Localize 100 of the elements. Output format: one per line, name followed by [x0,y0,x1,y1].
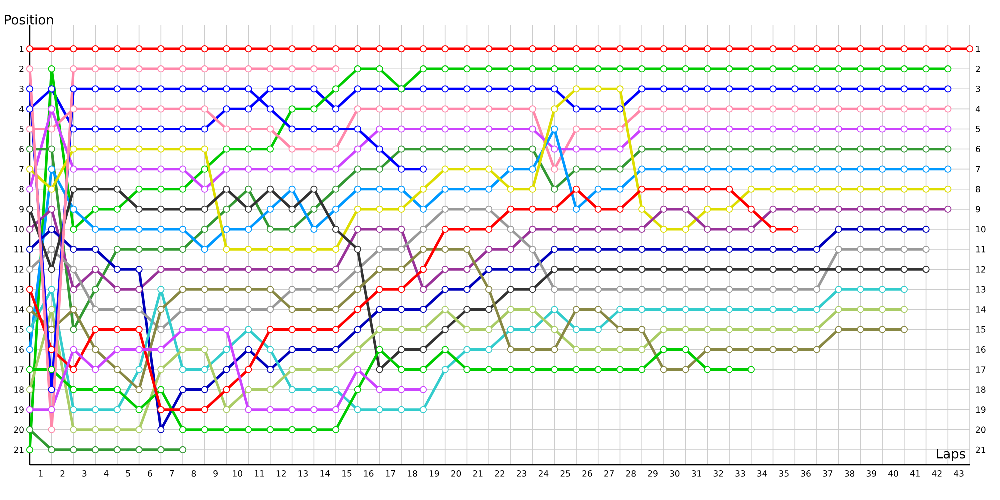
point [288,226,296,234]
point [26,166,34,173]
point [179,386,187,394]
point [354,366,362,374]
point [92,266,100,274]
point [92,66,100,73]
point [704,146,712,153]
y2-tick-label: 10 [976,226,986,233]
point [114,166,121,173]
point [332,326,340,334]
y-tick-label: 16 [14,346,24,353]
point [420,206,428,213]
point [900,186,908,193]
point [879,146,886,153]
point [398,246,406,254]
point [792,266,799,274]
point [792,206,799,213]
point [835,86,842,93]
point [332,146,340,153]
x-tick-label: 36 [801,470,811,477]
point [376,166,384,173]
point [223,106,230,113]
point [879,286,886,294]
y2-tick-label: 7 [976,166,980,172]
point [594,346,602,354]
point [26,86,34,93]
point [245,306,252,314]
point [332,406,340,414]
point [792,126,799,133]
y2-tick-label: 4 [976,106,980,112]
point [376,66,384,73]
point [704,226,712,234]
point [813,106,821,113]
point [486,106,493,113]
point [857,306,864,314]
point [879,86,886,93]
point [92,326,100,334]
point [136,146,143,153]
y2-tick-label: 1 [976,46,980,52]
point [201,246,208,254]
point [48,366,56,374]
point [682,186,690,193]
y-tick-label: 8 [20,186,24,193]
point [616,126,624,133]
point [529,86,536,93]
point [638,126,646,133]
point [464,226,471,234]
point [332,386,340,394]
point [813,186,821,193]
point [114,286,121,294]
point [616,166,624,173]
x-tick-label: 19 [430,470,440,477]
point [288,186,296,193]
point [266,126,274,133]
point [813,306,821,314]
point [245,406,252,414]
point [288,46,296,53]
point [813,246,821,254]
point [507,286,514,294]
point [748,246,755,254]
point [900,226,908,234]
y-tick-label: 7 [20,166,24,172]
point [179,306,187,314]
point [266,226,274,234]
point [310,106,318,113]
point [398,146,406,153]
point [442,106,449,113]
point [223,226,230,234]
y2-tick-label: 17 [976,366,986,373]
point [332,66,340,73]
point [310,186,318,193]
x-tick-label: 25 [560,470,570,477]
point [529,206,536,213]
point [616,46,624,53]
point [201,406,208,414]
point [638,166,646,173]
point [551,346,558,354]
point [114,266,121,274]
point [682,306,690,314]
point [726,246,734,254]
y-tick-label: 2 [20,66,24,72]
point [266,106,274,113]
point [376,186,384,193]
point [879,326,886,334]
point [922,266,930,274]
point [792,86,799,93]
point [114,46,121,53]
point [442,326,449,334]
point [70,346,78,354]
point [616,86,624,93]
point [900,66,908,73]
point [486,66,493,73]
point [486,266,493,274]
point [354,46,362,53]
point [442,146,449,153]
point [660,46,668,53]
point [354,186,362,193]
point [616,346,624,354]
point [704,86,712,93]
point [507,366,514,374]
